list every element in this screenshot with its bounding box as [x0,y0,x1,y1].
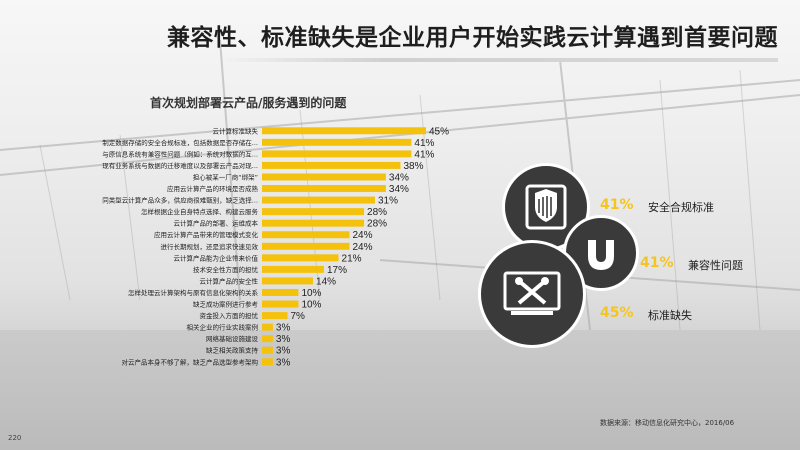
value-label: 21% [342,253,362,264]
highlight-pct-standard: 45% [600,305,634,321]
bar [262,196,375,204]
category-label: 与原信息系统有兼容性问题（例如：系统对数据的互... [102,149,258,158]
value-label: 7% [291,311,306,322]
category-label: 同类型云计算产品众多，供应商很难甄别，缺乏选择... [102,196,258,205]
bar [262,138,412,146]
value-label: 3% [276,323,291,334]
monitor-tools-icon-circle [478,240,586,348]
value-label: 14% [316,276,336,287]
bar [262,127,426,135]
category-label: 进行长期规划，还是追求快速见效 [161,242,259,251]
bar [262,346,273,354]
category-label: 缺乏成功案例进行参考 [193,300,259,309]
value-label: 28% [367,207,387,218]
category-label: 云计算产品的部署、运维成本 [174,219,259,228]
bar [262,231,350,239]
highlight-pct-security: 41% [600,197,634,213]
bar [262,312,288,320]
highlight-label-compatibility: 兼容性问题 [688,259,743,272]
bar [262,254,339,262]
bar [262,208,365,216]
value-label: 24% [352,242,372,253]
data-source-note: 数据来源：移动信息化研究中心，2016/06 [600,419,735,427]
value-label: 3% [276,346,291,357]
bar [262,288,299,296]
highlight-label-standard: 标准缺失 [648,309,692,322]
bar [262,323,273,331]
bar [262,173,386,181]
bar [262,185,386,193]
category-label: 现有业务系统与数据的迁移难度以及部署云产品对现... [102,161,258,170]
category-label: 云计算产品能为企业带来价值 [174,253,259,262]
value-label: 34% [389,184,409,195]
category-label: 缺乏相关政策支持 [206,346,259,355]
category-label: 怎样处理云计算架构与原有信息化架构的关系 [128,288,259,297]
value-label: 41% [414,149,434,160]
category-label: 应用云计算产品的环境是否成熟 [167,184,259,193]
title-underline [218,58,778,62]
value-label: 34% [389,172,409,183]
bar [262,265,324,273]
value-label: 24% [352,230,372,241]
page-title: 兼容性、标准缺失是企业用户开始实践云计算遇到首要问题 [167,25,778,51]
category-label: 制定数据存储的安全合规标准，包括数据是否存储在... [102,138,258,147]
category-label: 云计算标准缺失 [213,126,259,135]
value-label: 17% [327,265,347,276]
category-label: 担心被某一厂商“绑架” [193,172,258,181]
value-label: 45% [429,126,449,137]
value-label: 3% [276,334,291,345]
category-label: 资金投入方面的担忧 [200,311,259,320]
bar [262,358,273,366]
value-label: 10% [301,288,321,299]
category-label: 怎样根据企业自身特点选择、构建云服务 [141,207,259,216]
category-label: 云计算产品的安全性 [200,276,259,285]
bar [262,242,350,250]
bar [262,161,401,169]
bar [262,219,365,227]
highlight-label-security: 安全合规标准 [648,201,714,214]
value-label: 38% [403,161,423,172]
highlight-pct-compatibility: 41% [640,255,674,271]
value-label: 10% [301,300,321,311]
category-label: 技术安全性方面的担忧 [193,265,259,274]
value-label: 3% [276,357,291,368]
value-label: 31% [378,196,398,207]
category-label: 网络基础设施建设 [206,334,259,343]
shield-document-icon [525,184,567,230]
magnet-icon [588,234,614,270]
bar [262,335,273,343]
monitor-tools-icon [503,271,561,315]
category-label: 相关企业的行业实践案例 [187,323,259,332]
value-label: 28% [367,219,387,230]
category-label: 对云产品本身不够了解，缺乏产品选型参考架构 [122,357,259,366]
bar [262,150,412,158]
bar [262,277,314,285]
chart-title: 首次规划部署云产品/服务遇到的问题 [150,96,347,110]
category-label: 应用云计算产品带来的管理模式变化 [154,230,259,239]
value-label: 41% [414,138,434,149]
bar [262,300,299,308]
page-number: 220 [8,434,22,442]
